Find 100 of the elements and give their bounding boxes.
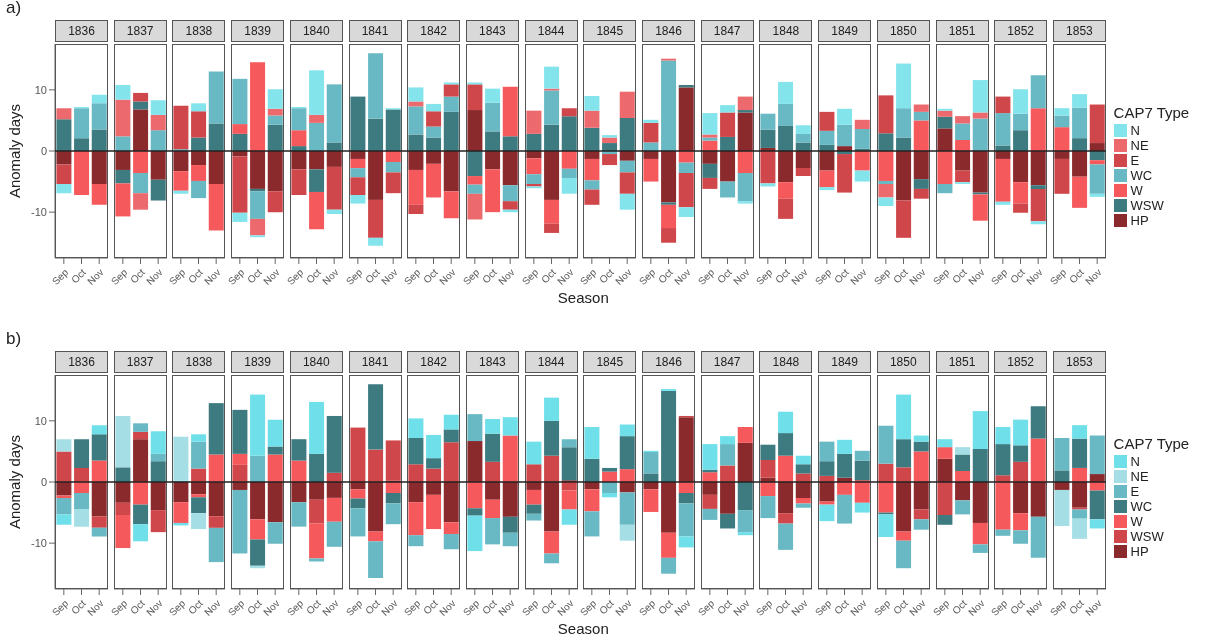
x-tick-label: Sep — [167, 597, 188, 619]
x-tick-label: Oct — [303, 597, 323, 617]
text: 1840 — [289, 351, 343, 373]
x-tick-label: Oct — [480, 597, 499, 617]
legend-label: HP — [1130, 544, 1149, 559]
text: 1843 — [465, 351, 519, 373]
text: 1852 — [994, 20, 1048, 42]
text: 1850 — [876, 351, 930, 373]
text: 1839 — [231, 20, 285, 42]
text: 1845 — [583, 351, 637, 373]
legend-label: WC — [1130, 168, 1153, 183]
x-tick-label: Sep — [343, 597, 365, 619]
legend-label: HP — [1130, 213, 1149, 228]
x-tick-label: Sep — [108, 266, 130, 288]
x-tick-label: Nov — [437, 597, 458, 619]
text: 1836 — [55, 351, 108, 373]
x-tick-label: Sep — [519, 597, 541, 619]
x-tick-label: Sep — [108, 597, 130, 619]
x-tick-label: Nov — [1083, 597, 1104, 619]
x-tick-label: Nov — [261, 266, 282, 288]
x-tick-label: Sep — [402, 597, 423, 619]
x-tick-label: Sep — [695, 266, 717, 288]
y-tick-label: 0 — [40, 144, 47, 157]
legend-label: NE — [1130, 469, 1149, 484]
x-tick-label: Sep — [636, 597, 658, 619]
text: 1853 — [1052, 20, 1106, 42]
x-tick-label: Nov — [672, 266, 693, 288]
x-tick-label: Sep — [754, 597, 775, 619]
x-tick-label: Oct — [890, 597, 910, 617]
x-tick-label: Sep — [578, 266, 599, 288]
x-tick-label: Nov — [496, 266, 517, 288]
text: 1843 — [465, 20, 519, 42]
x-tick-label: Sep — [49, 266, 71, 288]
x-axis-title: Season — [557, 620, 609, 637]
text: 1840 — [289, 20, 343, 42]
legend-label: E — [1130, 153, 1140, 168]
x-tick-label: Sep — [1047, 597, 1069, 619]
y-tick-label: 10 — [34, 83, 47, 96]
x-tick-label: Sep — [578, 597, 599, 619]
text: 1839 — [231, 351, 285, 373]
x-tick-label: Nov — [202, 597, 223, 619]
y-tick-label: -10 — [31, 537, 47, 550]
text: 1847 — [700, 20, 754, 42]
text: 1846 — [642, 351, 695, 373]
text: 1853 — [1052, 351, 1106, 373]
x-tick-label: Sep — [167, 266, 188, 288]
x-tick-label: Nov — [202, 266, 223, 288]
x-tick-label: Nov — [613, 266, 634, 288]
x-tick-label: Sep — [871, 597, 893, 619]
x-tick-label: Nov — [907, 597, 928, 619]
text: 1842 — [407, 351, 461, 373]
x-tick-label: Sep — [226, 266, 247, 288]
x-axis-title: Season — [557, 289, 609, 306]
legend-label: WSW — [1130, 198, 1164, 213]
legend-label: E — [1130, 484, 1140, 499]
text: 1849 — [818, 351, 872, 373]
text: 1852 — [994, 351, 1048, 373]
text: 1838 — [172, 20, 226, 42]
x-tick-label: Sep — [460, 266, 482, 288]
x-tick-label: Nov — [1083, 266, 1104, 288]
y-axis-title: Anomaly days — [5, 434, 23, 530]
legend-label: WC — [1130, 499, 1153, 514]
text: 1848 — [759, 20, 813, 42]
y-tick-label: 10 — [34, 414, 47, 427]
text: 1844 — [524, 351, 578, 373]
x-tick-label: Sep — [989, 597, 1010, 619]
legend-label: WSW — [1130, 529, 1164, 544]
legend-label: W — [1130, 514, 1143, 529]
x-tick-label: Oct — [1067, 597, 1086, 617]
text: 1846 — [642, 20, 695, 42]
text: 1848 — [759, 351, 813, 373]
x-tick-label: Nov — [496, 597, 517, 619]
chart-title: b) — [6, 329, 22, 349]
text: 1836 — [55, 20, 108, 42]
x-tick-label: Sep — [343, 266, 365, 288]
chart-title: a) — [6, 0, 22, 18]
x-tick-label: Nov — [320, 597, 341, 619]
x-tick-label: Nov — [789, 597, 810, 619]
x-tick-label: Nov — [848, 266, 869, 288]
text: 1837 — [113, 351, 167, 373]
x-tick-label: Nov — [907, 266, 928, 288]
x-tick-label: Oct — [890, 266, 910, 286]
x-tick-label: Nov — [1024, 597, 1045, 619]
text: 1851 — [935, 20, 989, 42]
x-tick-label: Sep — [460, 597, 482, 619]
legend-title: CAP7 Type — [1113, 435, 1190, 452]
text: 1841 — [348, 351, 402, 373]
text: 1841 — [348, 20, 402, 42]
x-tick-label: Sep — [930, 597, 952, 619]
x-tick-label: Sep — [284, 266, 306, 288]
y-tick-label: -10 — [31, 206, 47, 219]
legend-label: N — [1130, 454, 1140, 469]
x-tick-label: Nov — [261, 597, 282, 619]
x-tick-label: Nov — [85, 266, 106, 288]
x-tick-label: Sep — [695, 597, 717, 619]
legend-label: N — [1130, 123, 1140, 138]
legend-label: NE — [1130, 138, 1149, 153]
x-tick-label: Sep — [636, 266, 658, 288]
x-tick-label: Nov — [613, 597, 634, 619]
x-tick-label: Sep — [49, 597, 71, 619]
